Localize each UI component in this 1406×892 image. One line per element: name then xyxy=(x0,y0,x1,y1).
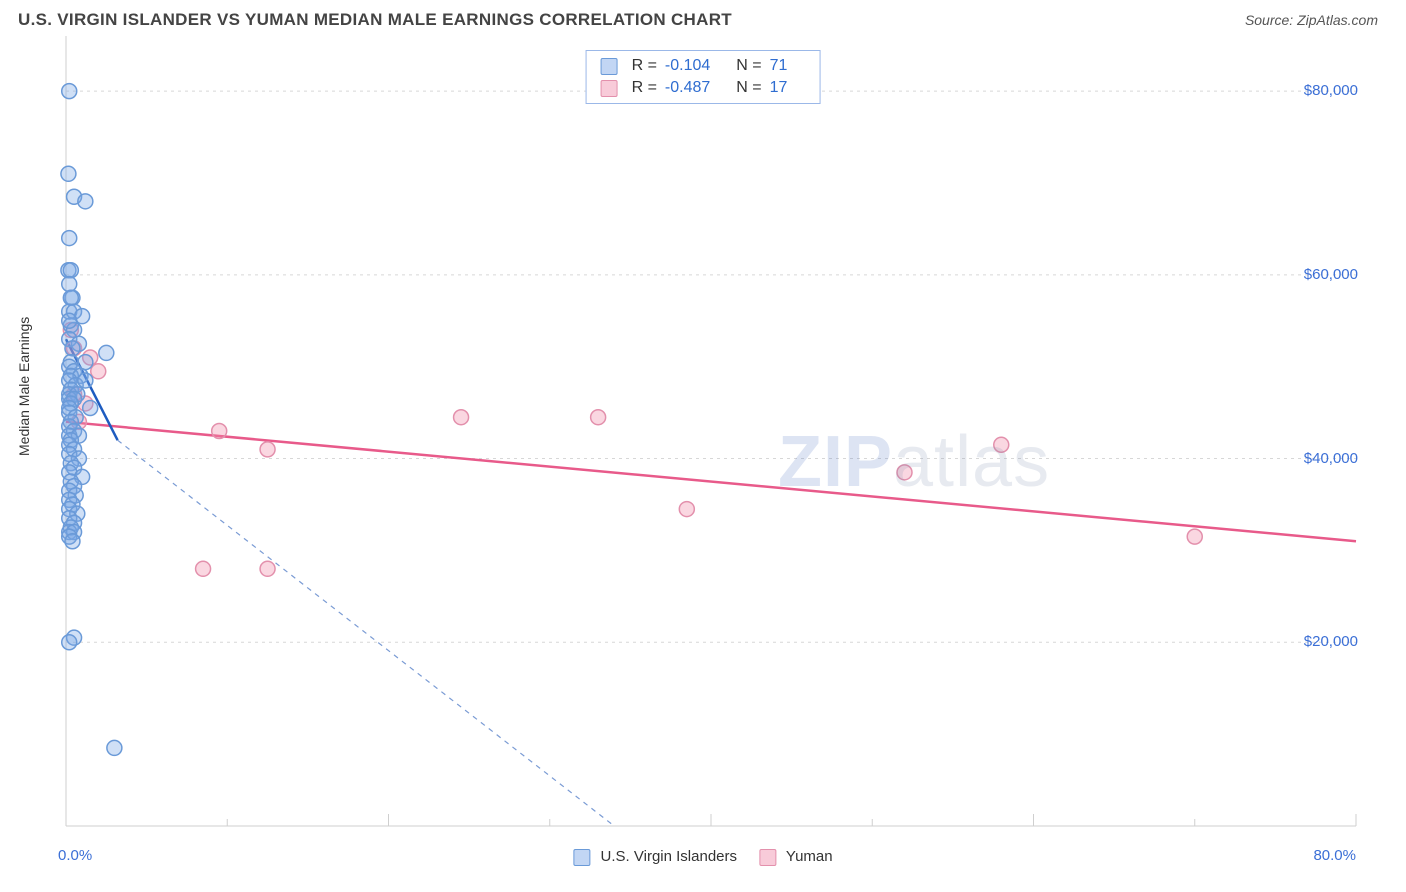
corr-swatch-yuman xyxy=(601,80,618,97)
y-axis-label: Median Male Earnings xyxy=(16,317,32,456)
legend-item-usvi: U.S. Virgin Islanders xyxy=(573,848,737,866)
x-tick-min: 0.0% xyxy=(58,847,92,864)
y-tick-label: $40,000 xyxy=(1304,450,1358,467)
corr-n-yuman: 17 xyxy=(770,79,788,97)
corr-n-usvi: 71 xyxy=(770,57,788,75)
y-tick-label: $60,000 xyxy=(1304,266,1358,283)
corr-r-yuman: -0.487 xyxy=(665,79,710,97)
chart-container: ZIPatlas Median Male Earnings $20,000$40… xyxy=(18,36,1388,836)
corr-row-usvi: R = -0.104 N = 71 xyxy=(601,55,806,77)
legend-label-yuman: Yuman xyxy=(786,848,833,865)
scatter-chart xyxy=(18,36,1388,836)
legend-item-yuman: Yuman xyxy=(759,848,833,866)
corr-r-usvi: -0.104 xyxy=(665,57,710,75)
source-label: Source: ZipAtlas.com xyxy=(1245,12,1378,28)
legend-label-usvi: U.S. Virgin Islanders xyxy=(601,848,737,865)
y-tick-label: $20,000 xyxy=(1304,633,1358,650)
legend-swatch-usvi xyxy=(573,849,590,866)
corr-row-yuman: R = -0.487 N = 17 xyxy=(601,77,806,99)
bottom-legend: U.S. Virgin Islanders Yuman xyxy=(573,848,832,866)
legend-swatch-yuman xyxy=(759,849,776,866)
x-tick-max: 80.0% xyxy=(1313,847,1356,864)
correlation-legend: R = -0.104 N = 71 R = -0.487 N = 17 xyxy=(586,50,821,104)
chart-title: U.S. VIRGIN ISLANDER VS YUMAN MEDIAN MAL… xyxy=(18,10,732,30)
corr-swatch-usvi xyxy=(601,58,618,75)
y-tick-label: $80,000 xyxy=(1304,82,1358,99)
